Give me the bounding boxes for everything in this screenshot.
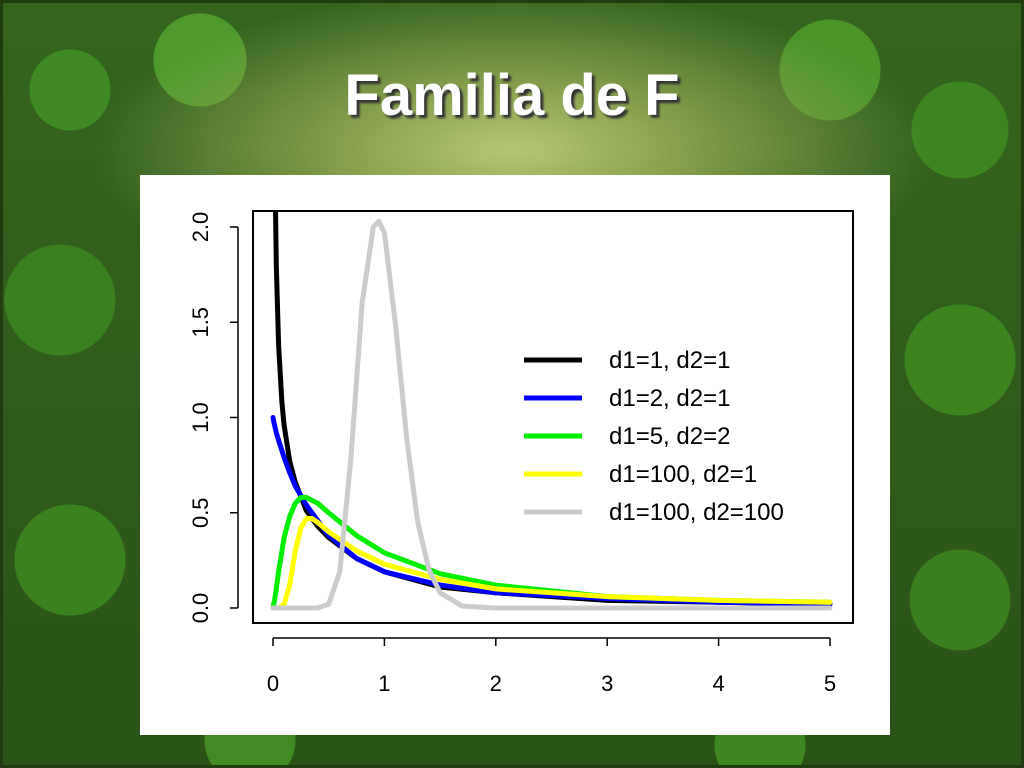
x-tick-label: 0 xyxy=(267,671,279,696)
legend-label: d1=100, d2=100 xyxy=(609,499,784,526)
legend: d1=1, d2=1 d1=2, d2=1 d1=5, d2=2 d1=100, d2… xyxy=(524,347,784,526)
axis-layer: 0 1 2 3 4 5 0.0 0.5 1.0 1.5 2.0 xyxy=(188,212,836,696)
x-tick-label: 4 xyxy=(712,671,724,696)
legend-label: d1=5, d2=2 xyxy=(609,423,730,450)
plot-frame xyxy=(252,210,854,624)
x-tick-label: 3 xyxy=(601,671,613,696)
f-distribution-chart: 0 1 2 3 4 5 0.0 0.5 1.0 1.5 2.0 d1=1, d2=1 d1=2, d2… xyxy=(188,210,854,696)
legend-label: d1=1, d2=1 xyxy=(609,347,730,374)
plot-panel: 0 1 2 3 4 5 0.0 0.5 1.0 1.5 2.0 d1=1, d2=1 d1=2, d2… xyxy=(140,175,890,735)
y-tick-label: 0.0 xyxy=(188,593,213,624)
series-line-4 xyxy=(270,516,833,611)
series-line-5 xyxy=(270,218,833,611)
x-tick-label: 5 xyxy=(824,671,836,696)
x-tick-label: 1 xyxy=(378,671,390,696)
x-tick-label: 2 xyxy=(490,671,502,696)
series-line-3 xyxy=(270,495,833,611)
legend-label: d1=100, d2=1 xyxy=(609,461,757,488)
series-layer xyxy=(270,211,833,611)
y-tick-label: 2.0 xyxy=(188,212,213,243)
y-tick-label: 0.5 xyxy=(188,497,213,528)
legend-label: d1=2, d2=1 xyxy=(609,385,730,412)
y-tick-label: 1.5 xyxy=(188,307,213,338)
y-tick-label: 1.0 xyxy=(188,402,213,433)
slide-title: Familia de F xyxy=(344,63,680,128)
